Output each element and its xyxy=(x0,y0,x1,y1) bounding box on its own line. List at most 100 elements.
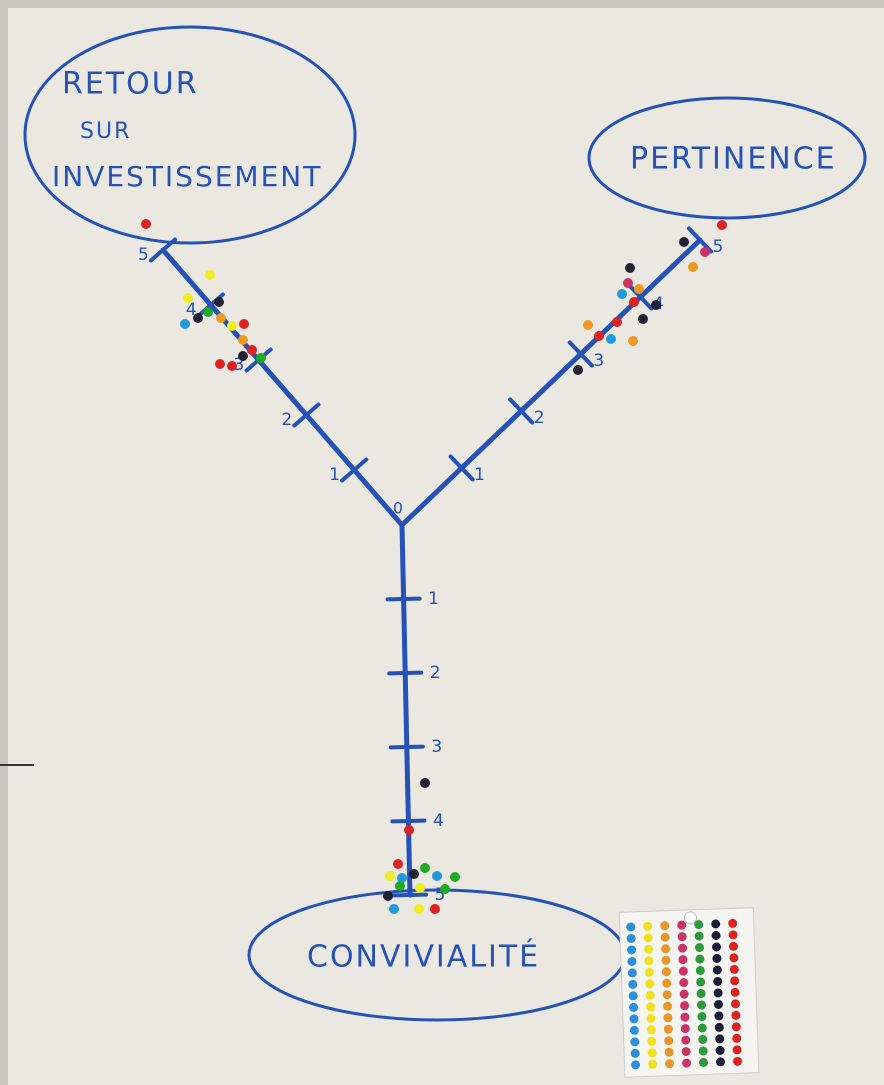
sheet-dot xyxy=(695,966,705,976)
sheet-dot xyxy=(714,1011,724,1021)
dot xyxy=(432,871,442,881)
sheet-dot xyxy=(730,987,740,997)
sheet-dot xyxy=(648,1059,658,1069)
dot xyxy=(214,297,224,307)
sheet-dot xyxy=(715,1045,725,1055)
dot xyxy=(450,872,460,882)
sheet-dot xyxy=(664,1047,674,1057)
sheet-dot xyxy=(660,932,670,942)
dot xyxy=(679,237,689,247)
sheet-dot xyxy=(645,990,655,1000)
arm xyxy=(160,247,405,528)
sheet-dot xyxy=(630,1037,640,1047)
dot xyxy=(628,336,638,346)
dot xyxy=(430,904,440,914)
sheet-dot xyxy=(695,954,705,964)
dot xyxy=(623,278,633,288)
sheet-dot xyxy=(627,956,637,966)
tick xyxy=(390,818,427,824)
dot xyxy=(404,825,414,835)
dot xyxy=(395,881,405,891)
sheet-dot xyxy=(644,944,654,954)
paper xyxy=(8,8,884,1085)
dot xyxy=(247,345,257,355)
sheet-dot xyxy=(696,989,706,999)
sheet-dot xyxy=(662,978,672,988)
sheet-dot xyxy=(728,918,738,928)
tick xyxy=(340,457,369,483)
dot xyxy=(717,220,727,230)
arm-title: SUR xyxy=(80,119,131,144)
sheet-dot xyxy=(626,933,636,943)
sheet-dot xyxy=(680,1024,690,1034)
dot xyxy=(573,365,583,375)
sheet-dot xyxy=(629,1014,639,1024)
sheet-dot xyxy=(643,921,653,931)
sheet-dot xyxy=(694,931,704,941)
sheet-dot xyxy=(732,1045,742,1055)
tick-label: 5 xyxy=(435,885,446,905)
dot xyxy=(606,334,616,344)
sheet-dot xyxy=(677,932,687,942)
sheet-dot xyxy=(698,1035,708,1045)
tick xyxy=(567,340,594,368)
dot xyxy=(594,331,604,341)
pin xyxy=(683,911,697,925)
sheet-dot xyxy=(712,942,722,952)
sheet-dot xyxy=(697,1000,707,1010)
dot xyxy=(183,293,193,303)
arm xyxy=(399,237,703,528)
dot xyxy=(612,317,622,327)
dot xyxy=(203,307,213,317)
dot xyxy=(629,297,639,307)
arm-title: CONVIVIALITÉ xyxy=(307,939,540,975)
tick-label: 4 xyxy=(186,300,197,320)
sheet-dot xyxy=(661,944,671,954)
sheet-dot xyxy=(629,1002,639,1012)
tick-label: 2 xyxy=(281,410,292,430)
sheet-dot xyxy=(646,1013,656,1023)
center-label: 0 xyxy=(393,499,403,518)
sheet-dot xyxy=(644,956,654,966)
arm-title: PERTINENCE xyxy=(630,142,837,177)
tick-label: 1 xyxy=(474,465,485,485)
tick xyxy=(448,454,475,482)
tick xyxy=(148,237,178,263)
dot xyxy=(193,313,203,323)
sheet-dot xyxy=(631,1060,641,1070)
dot xyxy=(141,219,151,229)
sheet-dot xyxy=(729,964,739,974)
sheet-dot xyxy=(733,1056,743,1066)
dot xyxy=(688,262,698,272)
sheet-dot xyxy=(661,955,671,965)
sheet-dot xyxy=(629,1025,639,1035)
dot xyxy=(415,883,425,893)
sheet-dot xyxy=(627,945,637,955)
sheet-dot xyxy=(711,919,721,929)
dot xyxy=(389,904,399,914)
dot xyxy=(420,863,430,873)
tick xyxy=(392,892,428,898)
sheet-dot xyxy=(679,978,689,988)
sheet-dot xyxy=(678,943,688,953)
arm-title: INVESTISSEMENT xyxy=(52,160,322,193)
sheet-dot xyxy=(714,999,724,1009)
sheet-dot xyxy=(665,1059,675,1069)
sheet-dot xyxy=(682,1058,692,1068)
dot xyxy=(238,351,248,361)
sheet-dot xyxy=(731,999,741,1009)
sheet-dot xyxy=(694,920,704,930)
tick xyxy=(292,402,321,428)
sheet-dot xyxy=(628,979,638,989)
sheet-dot xyxy=(644,967,654,977)
dot xyxy=(227,321,237,331)
sheet-dot xyxy=(699,1058,709,1068)
arm-title: RETOUR xyxy=(62,67,199,102)
sheet-dot xyxy=(646,1025,656,1035)
tick xyxy=(627,283,654,311)
sheet-dot xyxy=(664,1036,674,1046)
sheet-dot xyxy=(729,941,739,951)
sheet-dot xyxy=(729,953,739,963)
sheet-dot xyxy=(647,1036,657,1046)
